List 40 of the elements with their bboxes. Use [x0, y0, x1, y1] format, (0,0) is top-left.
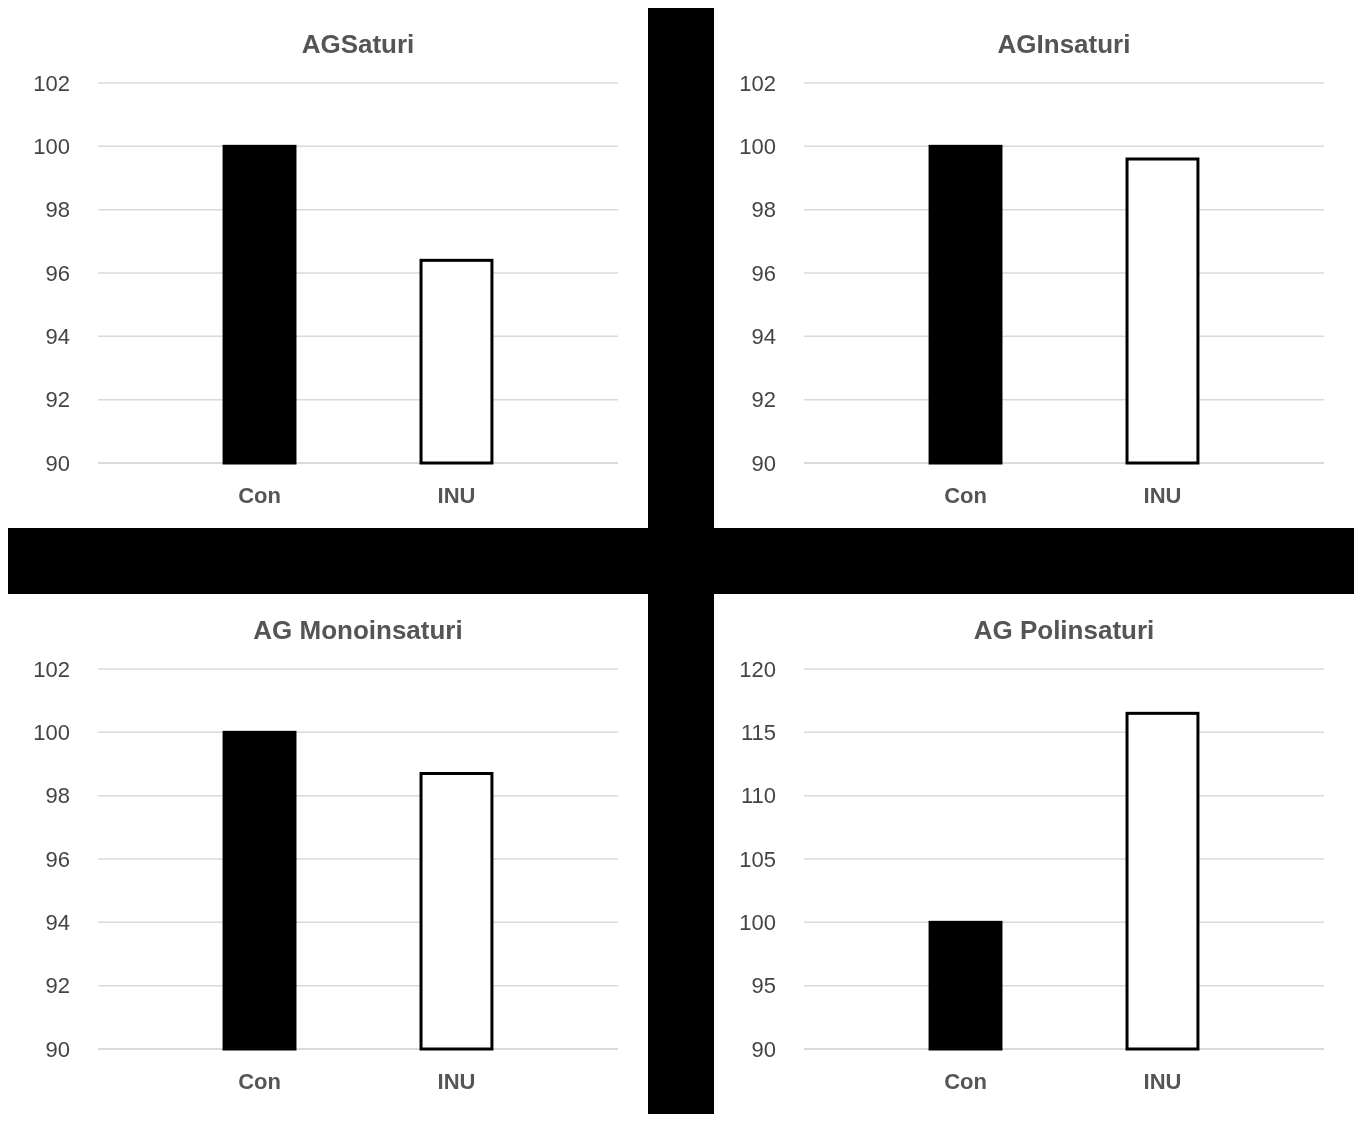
y-tick-label: 102	[33, 656, 70, 682]
y-tick-label: 102	[33, 70, 70, 96]
chart-title: AGInsaturi	[997, 29, 1131, 59]
chart-title: AG Polinsaturi	[973, 615, 1155, 645]
y-tick-label: 100	[33, 134, 70, 160]
y-tick-label: 96	[45, 846, 70, 872]
y-tick-label: 100	[33, 720, 70, 746]
x-tick-label: Con	[944, 483, 987, 508]
y-tick-label: 96	[751, 260, 776, 286]
x-tick-label: INU	[1143, 1069, 1182, 1094]
y-tick-label: 105	[739, 846, 776, 872]
y-tick-label: 96	[45, 260, 70, 286]
y-tick-label: 92	[45, 387, 70, 413]
y-tick-label: 120	[739, 656, 776, 682]
y-tick-label: 94	[45, 324, 70, 350]
y-tick-label: 110	[740, 783, 776, 809]
y-tick-label: 90	[45, 1036, 70, 1062]
y-tick-label: 98	[45, 197, 70, 223]
y-tick-label: 95	[751, 973, 776, 999]
y-tick-label: 115	[740, 720, 776, 746]
y-tick-label: 90	[751, 450, 776, 476]
x-tick-label: Con	[238, 1069, 281, 1094]
y-tick-label: 94	[45, 910, 70, 936]
chart-title: AG Monoinsaturi	[253, 615, 463, 645]
x-tick-label: Con	[944, 1069, 987, 1094]
y-tick-label: 100	[739, 134, 776, 160]
chart-title: AGSaturi	[301, 29, 415, 59]
y-tick-label: 98	[45, 783, 70, 809]
y-tick-label: 92	[751, 387, 776, 413]
x-tick-label: INU	[437, 1069, 476, 1094]
x-tick-label: INU	[1143, 483, 1182, 508]
y-tick-label: 90	[751, 1036, 776, 1062]
x-tick-label: INU	[437, 483, 476, 508]
y-tick-label: 100	[739, 910, 776, 936]
x-tick-label: Con	[238, 483, 281, 508]
y-tick-label: 98	[751, 197, 776, 223]
y-tick-label: 94	[751, 324, 776, 350]
y-tick-label: 92	[45, 973, 70, 999]
y-tick-label: 102	[739, 70, 776, 96]
y-tick-label: 90	[45, 450, 70, 476]
